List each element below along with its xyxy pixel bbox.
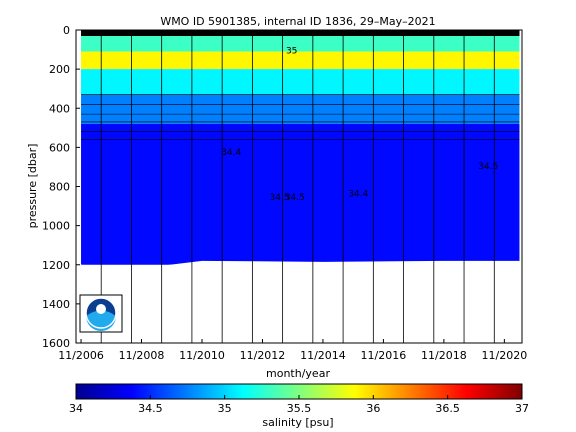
contour-label: 34.5	[285, 193, 305, 203]
y-axis-label: pressure [dbar]	[26, 144, 39, 229]
x-tick-label: 11/2016	[361, 349, 407, 362]
colorbar-label: salinity [psu]	[262, 416, 333, 429]
salinity-layer	[81, 94, 520, 124]
y-tick-label: 0	[63, 24, 70, 37]
x-tick-label: 11/2014	[300, 349, 346, 362]
x-tick-label: 11/2020	[482, 349, 528, 362]
surface-profile-marks	[81, 30, 520, 36]
colorbar-tick-label: 35.5	[287, 402, 312, 415]
colorbar-tick-label: 34	[69, 402, 83, 415]
noaa-logo	[79, 294, 123, 333]
x-tick-label: 11/2008	[119, 349, 165, 362]
x-axis-label: month/year	[266, 367, 330, 380]
colorbar-tick-label: 36.5	[435, 402, 460, 415]
salinity-layer	[81, 51, 520, 70]
y-tick-label: 1600	[42, 337, 70, 350]
contour-label: 34.4	[348, 189, 368, 199]
contour-label: 35	[286, 46, 297, 56]
colorbar-tick-label: 36	[366, 402, 380, 415]
contour-label: 34.5	[270, 193, 290, 203]
y-tick-label: 1000	[42, 220, 70, 233]
colorbar-tick-label: 35	[218, 402, 232, 415]
y-tick-label: 200	[49, 63, 70, 76]
y-axis: 0 200 400 600 800 1000 1200 1400 1600	[42, 24, 80, 350]
x-tick-label: 11/2010	[179, 349, 225, 362]
x-tick-label: 11/2018	[421, 349, 467, 362]
y-tick-label: 1200	[42, 259, 70, 272]
contour-label: 34.4	[221, 148, 241, 158]
x-tick-label: 11/2012	[240, 349, 286, 362]
salinity-layer	[81, 69, 520, 95]
y-tick-label: 800	[49, 181, 70, 194]
colorbar-ticks: 34 34.5 35 35.5 36 36.5 37	[69, 395, 529, 415]
colorbar-tick-label: 37	[515, 402, 529, 415]
x-axis: 11/2006 11/2008 11/2010 11/2012 11/2014 11/20…	[58, 339, 527, 362]
colorbar-tick-label: 34.5	[138, 402, 163, 415]
y-tick-label: 1400	[42, 298, 70, 311]
salinity-layer	[81, 123, 520, 265]
y-tick-label: 400	[49, 102, 70, 115]
x-tick-label: 11/2006	[58, 349, 104, 362]
contour-label: 34.5	[478, 162, 498, 172]
y-tick-label: 600	[49, 141, 70, 154]
chart-title: WMO ID 5901385, internal ID 1836, 29–May…	[160, 15, 435, 28]
